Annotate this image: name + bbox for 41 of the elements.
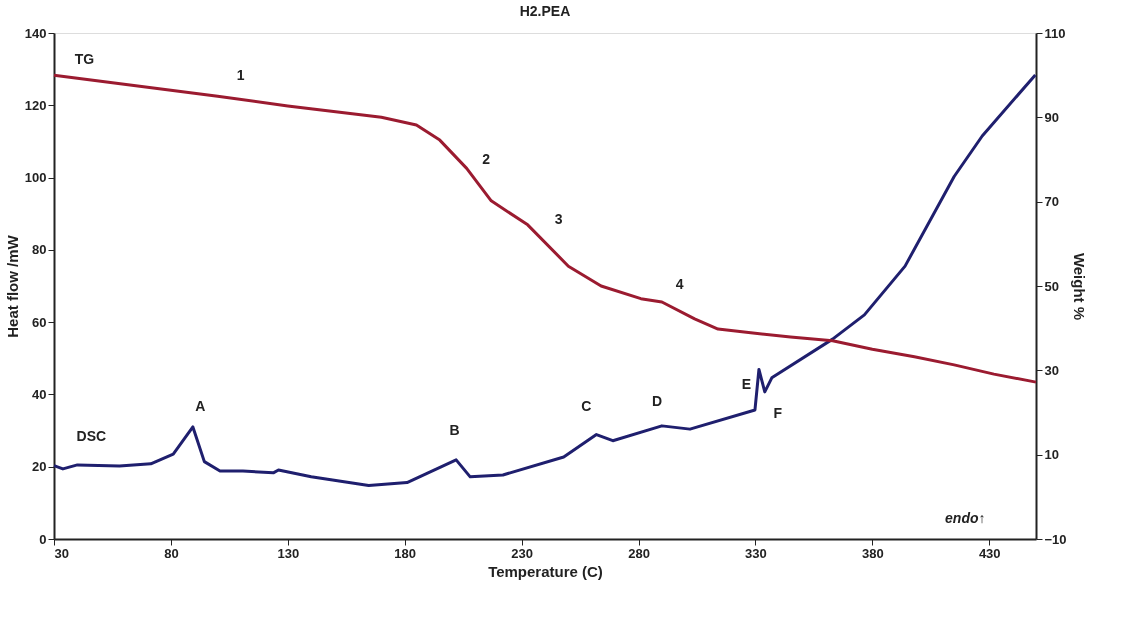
y2-tick-label: 30 xyxy=(1044,362,1059,378)
x-tick-label: 280 xyxy=(628,545,650,561)
annotation: F xyxy=(773,405,783,422)
x-axis-title: Temperature (C) xyxy=(488,562,603,580)
x-tick-label: 80 xyxy=(164,545,179,561)
y-tick-label: 80 xyxy=(32,242,47,258)
annotation: endo↑ xyxy=(945,509,986,526)
x-tick-label: 430 xyxy=(978,545,1001,561)
y-tick-label: 120 xyxy=(24,97,47,113)
annotation: DSC xyxy=(76,427,107,444)
y-axis-title: Heat flow /mW xyxy=(3,234,21,338)
y-tick-label: 0 xyxy=(39,531,47,547)
y-tick-label: 40 xyxy=(32,386,47,402)
chart-title: H2.PEA xyxy=(519,3,571,19)
y2-tick-label: 90 xyxy=(1044,109,1059,125)
y2-tick-label: 50 xyxy=(1044,278,1059,294)
annotation: E xyxy=(741,376,751,393)
x-tick-label: 180 xyxy=(394,545,417,561)
annotation: TG xyxy=(74,50,95,67)
y-tick-label: 20 xyxy=(32,459,47,475)
y2-axis-title: Weight % xyxy=(1070,252,1088,321)
annotation: A xyxy=(195,398,206,415)
x-tick-label: 130 xyxy=(277,545,300,561)
y-tick-label: 60 xyxy=(32,314,47,330)
x-tick-label: 380 xyxy=(861,545,884,561)
annotation: C xyxy=(581,398,592,415)
annotation: 2 xyxy=(482,151,491,168)
annotation: B xyxy=(449,422,460,439)
annotation: 1 xyxy=(236,67,245,84)
annotation: 4 xyxy=(675,275,684,292)
y2-tick-label: 70 xyxy=(1044,194,1059,210)
y2-tick-label: −10 xyxy=(1044,531,1067,547)
y-tick-label: 100 xyxy=(24,170,47,186)
x-tick-label: 30 xyxy=(54,545,69,561)
y2-tick-label: 10 xyxy=(1044,447,1059,463)
x-tick-label: 230 xyxy=(511,545,533,561)
annotation: D xyxy=(651,392,663,409)
annotation: 3 xyxy=(554,211,563,228)
y-tick-label: 140 xyxy=(24,25,47,41)
y2-tick-label: 110 xyxy=(1044,25,1066,41)
x-tick-label: 330 xyxy=(745,545,767,561)
